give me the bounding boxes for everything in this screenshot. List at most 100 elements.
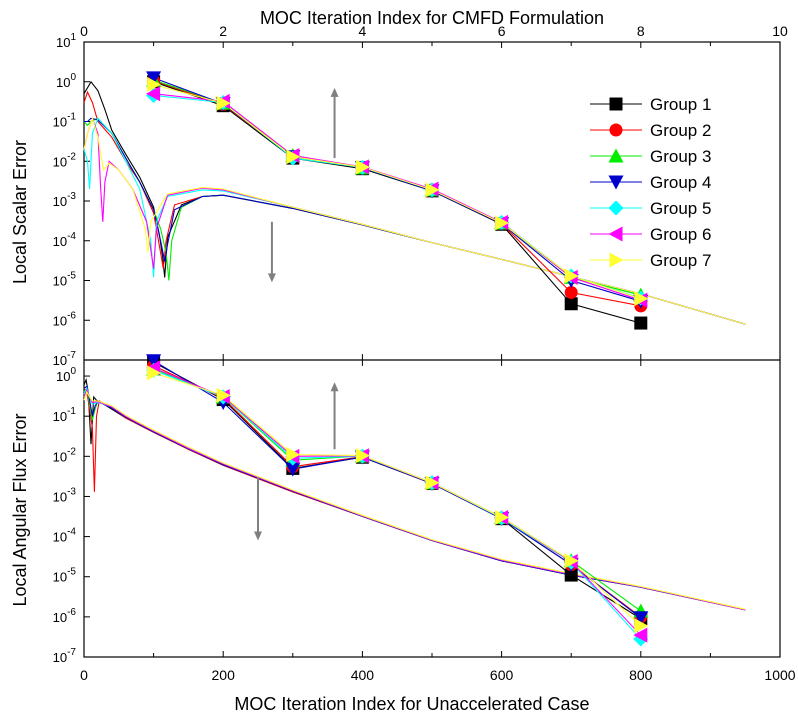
unaccelerated-curve xyxy=(83,390,746,610)
cmfd-series-line xyxy=(153,79,641,296)
data-point xyxy=(286,149,301,165)
y-tick-label: 100 xyxy=(56,366,76,384)
data-point xyxy=(564,568,578,582)
data-point xyxy=(216,387,231,403)
legend-label: Group 2 xyxy=(650,121,711,140)
data-point xyxy=(355,448,370,464)
x-tick-label-bottom: 600 xyxy=(490,667,514,683)
x-tick-label-top: 0 xyxy=(80,23,88,39)
unaccelerated-curve xyxy=(84,117,746,325)
y-axis-label-top: Local Scalar Error xyxy=(10,140,30,284)
legend-label: Group 7 xyxy=(650,251,711,270)
data-point xyxy=(285,462,301,477)
data-point xyxy=(146,86,161,102)
y-tick-label: 10-7 xyxy=(53,647,77,665)
unaccelerated-curve xyxy=(83,80,746,325)
data-point xyxy=(216,95,231,111)
x-tick-label-bottom: 200 xyxy=(212,667,236,683)
unaccelerated-curve xyxy=(83,90,746,325)
data-point xyxy=(146,71,162,86)
unaccelerated-curve xyxy=(83,388,746,611)
trend-arrow-head xyxy=(267,273,276,283)
cmfd-series-line xyxy=(153,94,641,299)
data-point xyxy=(147,77,162,93)
y-tick-label: 10-2 xyxy=(53,151,77,169)
unaccelerated-curve xyxy=(83,386,746,611)
y-tick-label: 10-5 xyxy=(53,271,77,289)
x-tick-label-bottom: 400 xyxy=(351,667,375,683)
unaccelerated-curve xyxy=(83,117,746,325)
data-point xyxy=(495,509,510,525)
y-tick-label: 10-4 xyxy=(53,231,77,249)
y-tick-label: 100 xyxy=(56,72,76,90)
data-point xyxy=(634,291,649,307)
cmfd-series-line xyxy=(153,81,641,324)
y-tick-label: 10-1 xyxy=(53,406,77,424)
y-tick-label: 10-6 xyxy=(53,607,77,625)
unaccelerated-curve xyxy=(83,386,746,611)
y-tick-label: 10-7 xyxy=(53,350,77,368)
legend-label: Group 5 xyxy=(650,199,711,218)
cmfd-series-line xyxy=(153,360,642,619)
data-point xyxy=(608,148,624,163)
data-point xyxy=(564,553,579,569)
data-point xyxy=(564,285,578,299)
cmfd-series-line xyxy=(153,369,642,640)
cmfd-series-line xyxy=(153,367,642,636)
data-point xyxy=(355,159,370,175)
data-point xyxy=(633,627,648,643)
x-tick-label-top: 2 xyxy=(219,23,227,39)
x-tick-label-top: 4 xyxy=(359,23,367,39)
cmfd-series-line xyxy=(153,93,641,301)
data-point xyxy=(564,297,578,311)
y-tick-label: 10-3 xyxy=(53,486,77,504)
trend-arrow-head xyxy=(330,87,339,97)
legend-label: Group 3 xyxy=(650,147,711,166)
x-tick-label-bottom: 0 xyxy=(80,667,88,683)
y-tick-label: 10-6 xyxy=(53,310,77,328)
unaccelerated-curve xyxy=(83,377,746,611)
y-tick-label: 101 xyxy=(56,32,76,50)
y-tick-label: 10-4 xyxy=(53,527,77,545)
bottom-axis-label: MOC Iteration Index for Unaccelerated Ca… xyxy=(234,694,589,714)
y-axis-label-bottom: Local Angular Flux Error xyxy=(10,413,30,606)
y-tick-label: 10-1 xyxy=(53,112,77,130)
data-point xyxy=(495,215,510,231)
y-tick-label: 10-5 xyxy=(53,567,77,585)
plot-area: 0 200 400 600 800 1000 0 2 4 6 8 10 10-7 10-6 10-5 10-4… xyxy=(53,23,796,683)
panel-2: 10-7 10-6 10-5 10-4 10-3 10-2 10-1 100 xyxy=(53,354,746,665)
data-point xyxy=(633,611,649,626)
x-tick-label-top: 10 xyxy=(772,23,788,39)
unaccelerated-curve xyxy=(83,385,746,611)
x-tick-label-top: 8 xyxy=(637,23,645,39)
legend-label: Group 1 xyxy=(650,95,711,114)
data-point xyxy=(609,97,623,111)
trend-arrow-head xyxy=(254,531,262,541)
unaccelerated-curve xyxy=(83,117,746,325)
data-point xyxy=(146,354,162,369)
data-point xyxy=(608,200,624,216)
data-point xyxy=(609,252,624,268)
top-axis-label: MOC Iteration Index for CMFD Formulation xyxy=(260,8,604,28)
trend-arrow-head xyxy=(330,382,339,392)
cmfd-series-line xyxy=(153,372,642,627)
legend: Group 1 Group 2 Group 3 Group 4 Group 5 Group… xyxy=(590,95,711,270)
data-point xyxy=(286,447,301,463)
x-tick-label-top: 6 xyxy=(498,23,506,39)
data-point xyxy=(564,268,579,284)
unaccelerated-curve xyxy=(83,116,746,325)
data-point xyxy=(634,316,648,330)
unaccelerated-curve xyxy=(83,387,746,611)
data-point xyxy=(147,365,162,381)
data-point xyxy=(609,123,623,137)
data-point xyxy=(634,618,649,634)
cmfd-series-line xyxy=(153,84,641,300)
data-point xyxy=(425,182,440,198)
data-point xyxy=(608,226,623,242)
data-point xyxy=(425,475,440,491)
panel-1: 10-7 10-6 10-5 10-4 10-3 10-2 10-1 100 101 xyxy=(53,32,746,368)
x-tick-label-bottom: 800 xyxy=(629,667,653,683)
legend-label: Group 6 xyxy=(650,225,711,244)
x-tick-label-bottom: 1000 xyxy=(764,667,795,683)
